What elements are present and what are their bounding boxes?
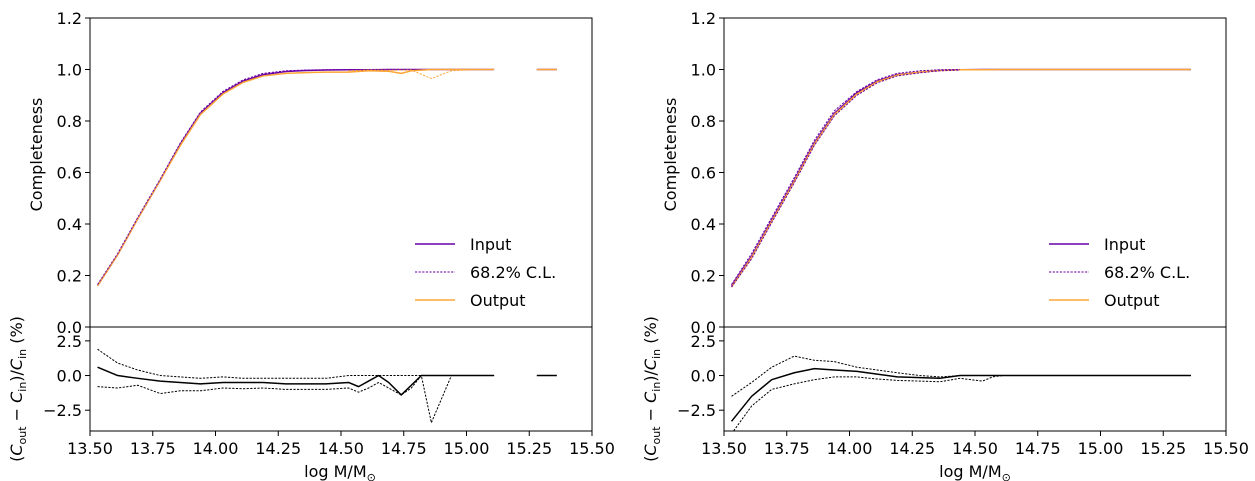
x-tick-label: 14.50 bbox=[318, 439, 364, 458]
x-tick-label: 14.75 bbox=[1015, 439, 1061, 458]
legend: Input 68.2% C.L. Output bbox=[1049, 235, 1190, 310]
x-tick-label: 15.50 bbox=[569, 439, 615, 458]
bottom-y-label-part: C bbox=[641, 358, 660, 370]
bottom-y-label-part: in bbox=[650, 382, 663, 392]
bottom-y-label-part: C bbox=[641, 444, 660, 456]
top-y-tick-label: 0.8 bbox=[691, 112, 716, 131]
top-y-tick-label: 1.0 bbox=[57, 61, 82, 80]
bottom-y-label-part: ( bbox=[7, 456, 26, 462]
bottom-y-tick-label: 0.0 bbox=[57, 367, 82, 386]
x-tick-label: 15.25 bbox=[1140, 439, 1186, 458]
top-y-tick-label: 1.2 bbox=[57, 9, 82, 28]
x-tick-label: 15.00 bbox=[1078, 439, 1124, 458]
x-tick-label: 13.50 bbox=[67, 439, 113, 458]
chart-2: 0.00.20.40.60.81.01.2−2.50.02.513.50 13.7… bbox=[641, 9, 1249, 481]
bottom-y-label-part: )/ bbox=[641, 369, 660, 381]
bottom-y-tick-label: 2.5 bbox=[57, 332, 82, 351]
bottom-y-label-part: out bbox=[650, 426, 663, 445]
top-y-tick-label: 0.0 bbox=[691, 318, 716, 337]
legend-label: 68.2% C.L. bbox=[1104, 263, 1190, 282]
top-y-tick-label: 0.8 bbox=[57, 112, 82, 131]
bottom-y-label-part: (%) bbox=[641, 316, 660, 349]
bottom-series-3-line bbox=[97, 375, 495, 424]
top-y-tick-label: 1.0 bbox=[691, 61, 716, 80]
x-axis-label-sub: ⊙ bbox=[367, 471, 376, 481]
legend-label: Input bbox=[470, 235, 511, 254]
legend-label: 68.2% C.L. bbox=[470, 263, 556, 282]
legend-label: Input bbox=[1104, 235, 1145, 254]
bottom-series-3-line bbox=[732, 375, 1191, 431]
bottom-plot-frame bbox=[89, 326, 593, 432]
x-axis-label-sub: ⊙ bbox=[1002, 471, 1011, 481]
bottom-y-label-part: C bbox=[641, 391, 660, 403]
top-y-tick-label: 0.0 bbox=[57, 318, 82, 337]
top-series-1-line-seg1 bbox=[96, 68, 495, 287]
top-y-tick-label: 0.2 bbox=[57, 267, 82, 286]
bottom-y-label-part: − bbox=[641, 403, 660, 427]
x-tick-label: 13.75 bbox=[130, 439, 176, 458]
bottom-y-label-part: C bbox=[7, 358, 26, 370]
top-series-4-line bbox=[731, 69, 960, 288]
bottom-y-label-part: (%) bbox=[7, 316, 26, 349]
legend: Input 68.2% C.L. Output bbox=[415, 235, 556, 310]
x-tick-label: 13.50 bbox=[701, 439, 747, 458]
x-tick-label: 14.50 bbox=[952, 439, 998, 458]
bottom-series-2-line bbox=[731, 355, 1191, 397]
x-tick-label: 15.25 bbox=[506, 439, 552, 458]
chart-1: 0.00.20.40.60.81.01.2−2.50.02.513.50 13.7… bbox=[7, 9, 615, 481]
bottom-plot-frame bbox=[723, 326, 1227, 432]
bottom-y-label-part: in bbox=[650, 349, 663, 359]
top-y-tick-label: 1.2 bbox=[691, 9, 716, 28]
x-axis-label: log M/M⊙ bbox=[939, 462, 1011, 481]
bottom-y-tick-label: −2.5 bbox=[677, 401, 716, 420]
bottom-y-label-part: C bbox=[7, 444, 26, 456]
top-y-axis-label: Completeness bbox=[661, 98, 680, 212]
top-y-axis-label: Completeness bbox=[27, 98, 46, 212]
bottom-y-label-part: )/ bbox=[7, 369, 26, 381]
top-y-tick-label: 0.6 bbox=[691, 164, 716, 183]
bottom-y-label-part: in bbox=[16, 349, 29, 359]
x-tick-label: 14.25 bbox=[889, 439, 935, 458]
bottom-y-label-part: − bbox=[7, 403, 26, 427]
bottom-y-tick-label: −2.5 bbox=[43, 401, 82, 420]
bottom-y-axis-label: (Cout − Cin)/Cin (%) bbox=[641, 316, 663, 462]
legend-label: Output bbox=[1104, 291, 1160, 310]
x-tick-label: 13.75 bbox=[764, 439, 810, 458]
top-series-3-line bbox=[731, 69, 960, 285]
x-axis-label-main: log M/M bbox=[304, 462, 366, 481]
x-tick-label: 14.00 bbox=[827, 439, 873, 458]
x-tick-label: 14.00 bbox=[193, 439, 239, 458]
bottom-series-2-line bbox=[97, 348, 495, 379]
bottom-y-label-part: out bbox=[16, 426, 29, 445]
bottom-y-axis-label: (Cout − Cin)/Cin (%) bbox=[7, 316, 29, 462]
top-series-3-line bbox=[348, 69, 475, 80]
x-tick-label: 15.00 bbox=[444, 439, 490, 458]
top-y-tick-label: 0.2 bbox=[691, 267, 716, 286]
bottom-y-label-part: ( bbox=[641, 456, 660, 462]
top-y-tick-label: 0.4 bbox=[691, 215, 716, 234]
x-axis-label: log M/M⊙ bbox=[304, 462, 376, 481]
legend-label: Output bbox=[470, 291, 526, 310]
x-tick-label: 14.25 bbox=[255, 439, 301, 458]
x-tick-label: 14.75 bbox=[381, 439, 427, 458]
bottom-y-tick-label: 0.0 bbox=[691, 367, 716, 386]
x-tick-label: 15.50 bbox=[1203, 439, 1249, 458]
top-series-4-line bbox=[97, 69, 349, 285]
bottom-y-tick-label: 2.5 bbox=[691, 332, 716, 351]
top-y-tick-label: 0.6 bbox=[57, 164, 82, 183]
bottom-y-label-part: C bbox=[7, 391, 26, 403]
top-series-2-line-seg1 bbox=[96, 68, 495, 287]
bottom-y-label-part: in bbox=[16, 382, 29, 392]
x-axis-label-main: log M/M bbox=[939, 462, 1001, 481]
bottom-series-1-line bbox=[730, 367, 1191, 422]
bottom-series-1-line-seg1 bbox=[97, 366, 495, 396]
top-series-2-line bbox=[730, 68, 1191, 288]
top-y-tick-label: 0.4 bbox=[57, 215, 82, 234]
